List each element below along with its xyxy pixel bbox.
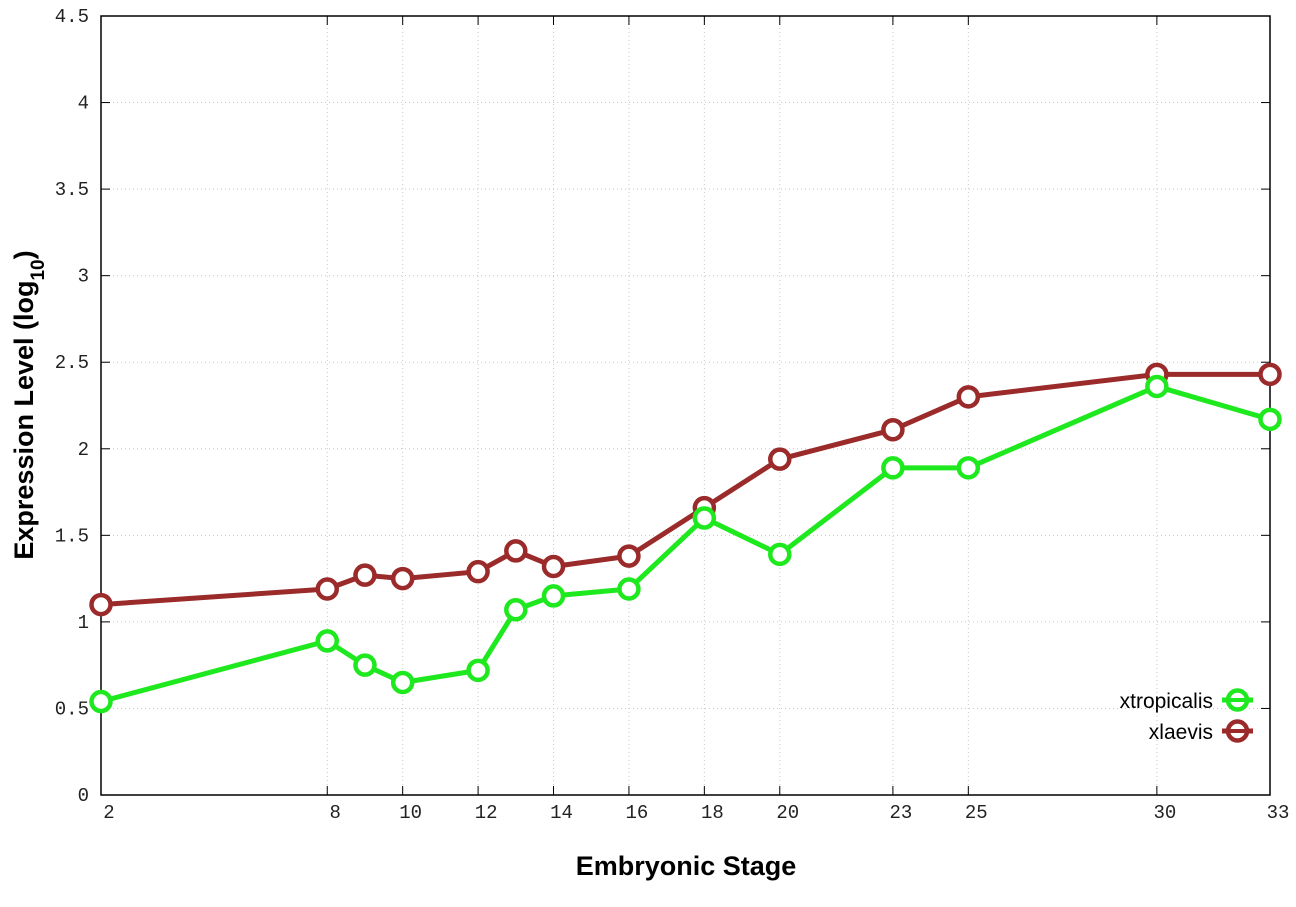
y-tick-label: 3 bbox=[78, 266, 89, 288]
series-line-xtropicalis bbox=[100, 383, 1271, 704]
data-point-xtropicalis bbox=[466, 658, 490, 683]
y-axis-label: Expression Level (log10) bbox=[9, 250, 49, 559]
data-point-xlaevis bbox=[768, 447, 792, 471]
x-tick-label: 12 bbox=[475, 802, 498, 824]
data-point-xlaevis bbox=[541, 554, 566, 579]
x-tick-label: 14 bbox=[550, 802, 573, 824]
series-layer bbox=[89, 362, 1282, 714]
y-tick-label: 2.5 bbox=[55, 352, 89, 374]
data-point-xtropicalis bbox=[541, 584, 566, 608]
series-line-xlaevis bbox=[100, 371, 1270, 608]
data-point-xtropicalis bbox=[504, 598, 528, 622]
data-point-xlaevis bbox=[881, 417, 905, 442]
data-point-xtropicalis bbox=[956, 456, 981, 480]
legend-label: xlaevis bbox=[1149, 721, 1213, 744]
data-point-xlaevis bbox=[956, 385, 981, 409]
grid bbox=[101, 16, 1270, 795]
data-point-xlaevis bbox=[315, 577, 340, 601]
y-tick-label: 1.5 bbox=[55, 525, 89, 547]
data-point-xtropicalis bbox=[1258, 407, 1282, 432]
x-tick-label: 23 bbox=[889, 802, 912, 824]
x-axis-label: Embryonic Stage bbox=[576, 851, 797, 881]
data-point-xlaevis bbox=[466, 559, 490, 584]
legend-label: xtropicalis bbox=[1120, 690, 1213, 713]
data-point-xlaevis bbox=[1258, 362, 1282, 387]
data-point-xlaevis bbox=[89, 592, 113, 617]
y-tick-label: 0 bbox=[78, 785, 89, 807]
x-tick-label: 33 bbox=[1267, 802, 1290, 824]
data-point-xlaevis bbox=[617, 544, 641, 568]
x-tick-label: 25 bbox=[965, 802, 988, 824]
x-tick-label: 20 bbox=[776, 802, 799, 824]
legend: xtropicalis xlaevis bbox=[1120, 688, 1253, 744]
data-point-xtropicalis bbox=[390, 670, 415, 695]
y-tick-label: 4 bbox=[78, 93, 89, 115]
data-point-xtropicalis bbox=[89, 689, 113, 714]
data-point-xtropicalis bbox=[617, 577, 641, 601]
y-tick-label: 0.5 bbox=[55, 698, 89, 720]
data-point-xtropicalis bbox=[881, 456, 905, 480]
data-point-xtropicalis bbox=[315, 629, 340, 653]
data-point-xlaevis bbox=[504, 539, 528, 563]
y-tick-label: 1 bbox=[78, 612, 89, 634]
x-tick-label: 2 bbox=[103, 802, 114, 824]
data-point-xtropicalis bbox=[768, 542, 792, 567]
data-point-xtropicalis bbox=[1145, 374, 1169, 399]
y-tick-label: 2 bbox=[78, 439, 89, 461]
data-point-xlaevis bbox=[353, 563, 377, 587]
plot-frame bbox=[100, 15, 1271, 796]
data-point-xtropicalis bbox=[692, 506, 717, 530]
y-tick-label: 3.5 bbox=[55, 179, 89, 201]
y-tick-label: 4.5 bbox=[55, 6, 89, 28]
x-tick-label: 10 bbox=[399, 802, 422, 824]
x-tick-label: 8 bbox=[330, 802, 341, 824]
x-tick-label: 16 bbox=[626, 802, 649, 824]
data-point-xtropicalis bbox=[353, 653, 377, 677]
data-point-xlaevis bbox=[390, 566, 415, 591]
x-tick-label: 30 bbox=[1153, 802, 1176, 824]
axes: 0 0.5 1 1.5 2 2.5 3 3.5 4 4.5 2 8 10 12 14 16 18 20 23 25 30… bbox=[55, 6, 1290, 824]
x-tick-label: 18 bbox=[701, 802, 724, 824]
